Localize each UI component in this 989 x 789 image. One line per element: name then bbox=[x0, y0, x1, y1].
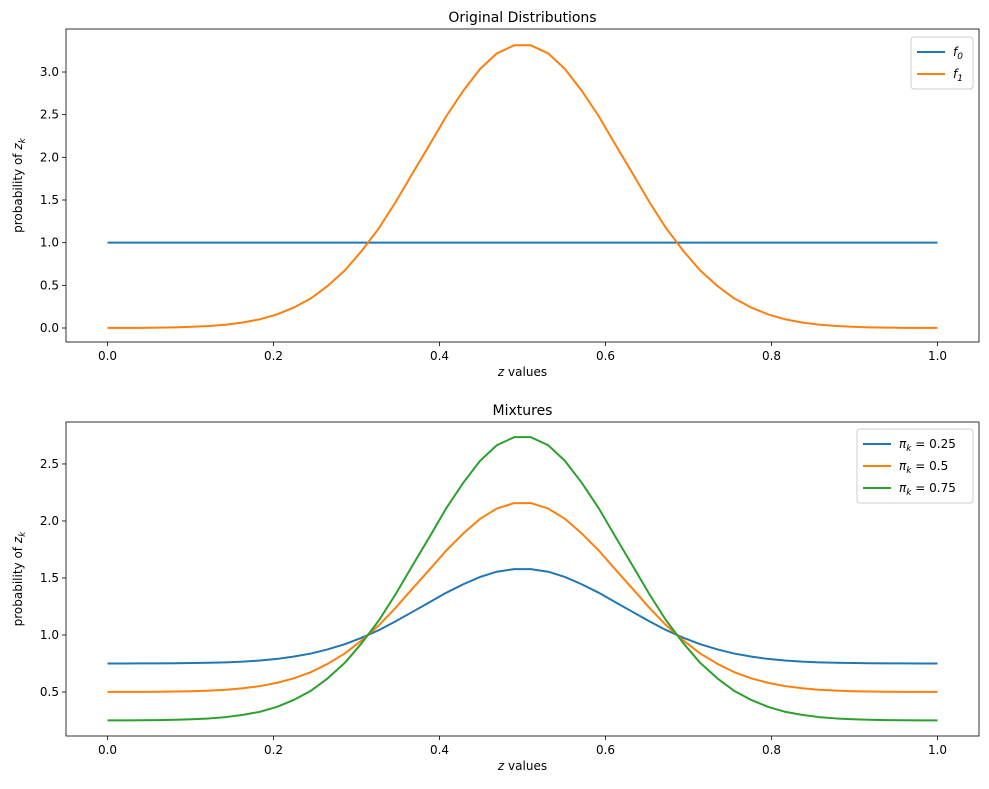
x-tick-label: 0.2 bbox=[264, 743, 283, 757]
chart-title: Mixtures bbox=[493, 403, 553, 419]
y-axis-label: probability of zk bbox=[11, 137, 28, 233]
legend-label: f0 bbox=[953, 45, 963, 62]
y-tick-label: 1.0 bbox=[40, 628, 59, 642]
y-tick-label: 2.5 bbox=[40, 108, 59, 122]
y-tick-label: 2.0 bbox=[40, 514, 59, 528]
y-tick-label: 1.5 bbox=[40, 571, 59, 585]
legend-box bbox=[856, 428, 974, 504]
y-axis-label: probability of zk bbox=[11, 531, 28, 627]
legend-label-rest: = 0.5 bbox=[911, 459, 948, 473]
legend-label: πk = 0.25 bbox=[899, 437, 956, 454]
x-tick-label: 0.6 bbox=[596, 743, 615, 757]
x-tick-label: 0.0 bbox=[98, 349, 117, 363]
x-tick-label: 0.8 bbox=[762, 743, 781, 757]
y-tick-label: 1.0 bbox=[40, 236, 59, 250]
y-tick-label: 2.0 bbox=[40, 150, 59, 164]
legend-label-base: π bbox=[899, 437, 907, 451]
x-tick-label: 1.0 bbox=[928, 349, 947, 363]
legend-item: f1 bbox=[917, 67, 963, 84]
y-axis-label-sub: k bbox=[18, 531, 28, 537]
x-tick-label: 0.4 bbox=[430, 743, 449, 757]
legend-label-rest: = 0.25 bbox=[911, 437, 955, 451]
y-tick-label: 0.5 bbox=[40, 278, 59, 292]
x-tick-label: 0.2 bbox=[264, 349, 283, 363]
legend-label-sub: k bbox=[906, 444, 912, 454]
subplot-2: 0.0 0.2 0.4 0.6 0.8 1.0 0.5 1.0 1.5 2.0 2.5 Mixture… bbox=[11, 403, 980, 773]
x-tick-label: 1.0 bbox=[928, 743, 947, 757]
legend-label-sub: k bbox=[906, 488, 912, 498]
series-line-2 bbox=[107, 44, 938, 329]
legend-label: πk = 0.75 bbox=[899, 481, 956, 498]
x-axis-label-text: values bbox=[504, 759, 547, 773]
x-tick-label: 0.8 bbox=[762, 349, 781, 363]
y-axis-label-var: z bbox=[11, 143, 25, 151]
chart-title: Original Distributions bbox=[448, 10, 596, 26]
subplot-1: 0.0 0.2 0.4 0.6 0.8 1.0 0.0 0.5 1.0 1.5 2.0 2.5 3.0 O… bbox=[11, 10, 980, 379]
axes-frame bbox=[65, 28, 980, 343]
x-tick-label: 0.0 bbox=[98, 743, 117, 757]
y-tick-label: 2.5 bbox=[40, 457, 59, 471]
x-axis-label: z values bbox=[497, 365, 547, 379]
axes-frame bbox=[65, 421, 980, 737]
legend-item: πk = 0.5 bbox=[863, 459, 948, 476]
legend-label-rest: = 0.75 bbox=[911, 481, 955, 495]
legend-item: πk = 0.25 bbox=[863, 437, 956, 454]
legend-label: πk = 0.5 bbox=[899, 459, 948, 476]
legend-label: f1 bbox=[953, 67, 963, 84]
legend-label-base: f bbox=[953, 67, 959, 81]
y-tick-label: 1.5 bbox=[40, 193, 59, 207]
legend-label-sub: k bbox=[906, 466, 912, 476]
x-axis-label-text: values bbox=[504, 365, 547, 379]
series-line-2 bbox=[107, 502, 938, 693]
x-axis-label-var: z bbox=[497, 365, 505, 379]
y-tick-label: 3.0 bbox=[40, 65, 59, 79]
x-axis-label: z values bbox=[497, 759, 547, 773]
legend-box bbox=[910, 36, 974, 90]
legend-label-base: π bbox=[899, 481, 907, 495]
x-axis-label-var: z bbox=[497, 759, 505, 773]
y-axis-label-var: z bbox=[11, 536, 25, 544]
y-tick-label: 0.0 bbox=[40, 321, 59, 335]
x-tick-label: 0.4 bbox=[430, 349, 449, 363]
legend-label-base: f bbox=[953, 45, 959, 59]
y-axis-label-sub: k bbox=[18, 137, 28, 143]
y-axis-label-text: probability of bbox=[11, 150, 25, 233]
legend-item: πk = 0.75 bbox=[863, 481, 956, 498]
legend-item: f0 bbox=[917, 45, 963, 62]
legend-label-sub: 0 bbox=[957, 52, 963, 62]
series-line-1 bbox=[107, 568, 938, 665]
y-axis-label-text: probability of bbox=[11, 543, 25, 626]
legend-label-sub: 1 bbox=[957, 74, 963, 84]
legend-label-base: π bbox=[899, 459, 907, 473]
series-line-3 bbox=[107, 436, 938, 722]
y-tick-label: 0.5 bbox=[40, 685, 59, 699]
x-tick-label: 0.6 bbox=[596, 349, 615, 363]
